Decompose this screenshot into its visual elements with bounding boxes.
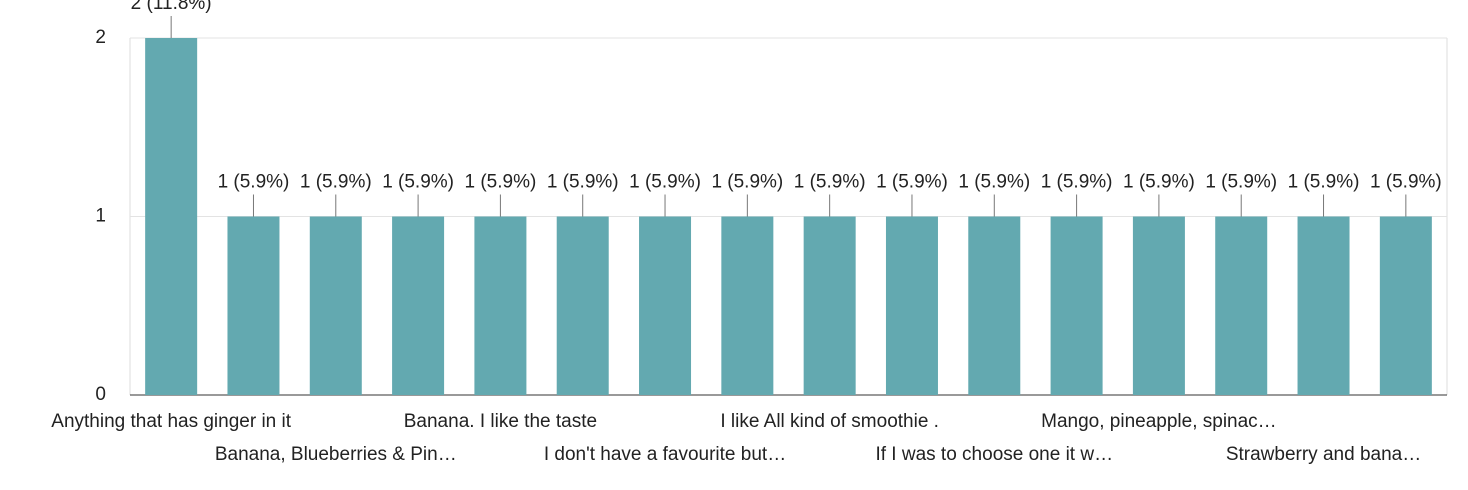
x-tick-label: I don't have a favourite but…: [544, 444, 786, 465]
x-tick-label: I like All kind of smoothie .: [720, 411, 939, 432]
value-label: 1 (5.9%): [218, 172, 290, 193]
bar: [1215, 216, 1268, 395]
bar: [803, 216, 856, 395]
value-label: 1 (5.9%): [465, 172, 537, 193]
bar: [392, 216, 445, 395]
x-tick-label: Anything that has ginger in it: [51, 411, 291, 432]
bar: [1132, 216, 1185, 395]
value-label: 1 (5.9%): [1123, 172, 1195, 193]
x-tick-label: Banana. I like the taste: [404, 411, 597, 432]
value-label: 1 (5.9%): [876, 172, 948, 193]
bar: [309, 216, 362, 395]
bar: [556, 216, 609, 395]
x-tick-label: Mango, pineapple, spinac…: [1041, 411, 1277, 432]
bar: [145, 38, 198, 395]
bar: [639, 216, 692, 395]
bar: [474, 216, 527, 395]
bar: [1379, 216, 1432, 395]
value-label: 2 (11.8%): [131, 0, 212, 14]
value-label: 1 (5.9%): [300, 172, 372, 193]
bar: [227, 216, 280, 395]
bar: [885, 216, 938, 395]
value-label: 1 (5.9%): [1205, 172, 1277, 193]
y-tick-label: 0: [95, 384, 106, 405]
bar: [968, 216, 1021, 395]
bar: [1050, 216, 1103, 395]
value-label: 1 (5.9%): [547, 172, 619, 193]
value-label: 1 (5.9%): [711, 172, 783, 193]
value-label: 1 (5.9%): [794, 172, 866, 193]
value-label: 1 (5.9%): [1370, 172, 1442, 193]
value-label: 1 (5.9%): [1288, 172, 1360, 193]
value-label: 1 (5.9%): [1041, 172, 1113, 193]
bar: [1297, 216, 1350, 395]
x-tick-label: Banana, Blueberries & Pin…: [215, 444, 457, 465]
value-label: 1 (5.9%): [958, 172, 1030, 193]
x-tick-label: Strawberry and bana…: [1226, 444, 1421, 465]
value-label: 1 (5.9%): [382, 172, 454, 193]
y-tick-label: 2: [95, 27, 106, 48]
bar: [721, 216, 774, 395]
y-tick-label: 1: [95, 206, 106, 227]
x-tick-label: If I was to choose one it w…: [875, 444, 1113, 465]
value-label: 1 (5.9%): [629, 172, 701, 193]
